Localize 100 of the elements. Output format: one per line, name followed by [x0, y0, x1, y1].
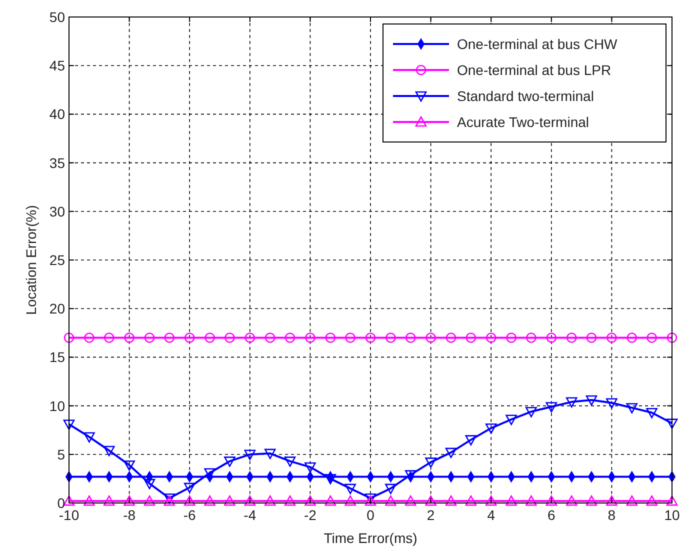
point [566, 397, 578, 408]
point [264, 448, 276, 460]
point [244, 450, 256, 460]
point [284, 495, 296, 506]
x-tick-label: 6 [548, 507, 556, 523]
point [506, 495, 517, 506]
x-tick-label: -6 [183, 507, 196, 523]
point [104, 332, 114, 343]
point [284, 456, 296, 467]
y-tick-label: 5 [57, 446, 66, 462]
point [144, 495, 156, 506]
point [426, 332, 436, 343]
point [344, 495, 356, 506]
point [84, 432, 95, 443]
point [566, 332, 577, 343]
point [284, 332, 296, 343]
point [144, 332, 155, 343]
point [566, 495, 578, 506]
point [666, 418, 678, 429]
point [646, 332, 657, 343]
point [626, 495, 638, 506]
point [386, 332, 396, 343]
point [224, 495, 236, 506]
point [425, 458, 436, 468]
point [405, 332, 416, 343]
point [84, 332, 94, 343]
point [304, 495, 316, 506]
point [465, 495, 477, 506]
point [506, 332, 516, 343]
y-tick-label: 45 [49, 58, 66, 74]
point [324, 474, 336, 484]
point [204, 332, 215, 343]
point [506, 414, 517, 426]
x-tick-label: 4 [487, 507, 496, 523]
point [344, 484, 356, 494]
legend-label: One-terminal at bus CHW [457, 36, 618, 52]
point [63, 420, 75, 430]
point [124, 460, 135, 471]
point [666, 495, 678, 506]
point [586, 495, 598, 506]
point [103, 495, 115, 506]
point [485, 424, 497, 434]
point [63, 495, 75, 506]
point [646, 408, 658, 418]
y-tick-label: 15 [49, 349, 66, 366]
x-tick-label: -8 [123, 507, 136, 523]
point [304, 462, 316, 473]
point [264, 495, 276, 506]
point [626, 403, 638, 414]
x-axis-title: Time Error(ms) [324, 530, 418, 546]
y-tick-label: 20 [49, 300, 66, 317]
point [404, 495, 416, 506]
point [666, 332, 678, 343]
point [124, 332, 134, 343]
point [546, 495, 558, 506]
point [446, 332, 456, 343]
legend-label: Standard two-terminal [457, 88, 594, 104]
point [606, 332, 617, 343]
point [184, 482, 196, 494]
point [144, 478, 156, 490]
point [325, 332, 336, 343]
point [204, 495, 216, 506]
point [385, 495, 396, 506]
point [84, 495, 95, 506]
y-tick-label: 50 [49, 9, 66, 25]
point [606, 398, 618, 409]
x-tick-label: 10 [664, 507, 680, 523]
y-tick-label: 35 [49, 154, 66, 171]
point [224, 456, 236, 467]
point [526, 332, 536, 343]
point [264, 332, 276, 343]
x-tick-label: 2 [426, 507, 435, 523]
point [586, 332, 597, 343]
legend-label: Acurate Two-terminal [457, 114, 590, 130]
y-tick-label: 25 [49, 252, 66, 268]
point [546, 402, 558, 412]
y-tick-label: 30 [49, 203, 66, 220]
point [224, 332, 235, 343]
point [103, 446, 115, 456]
point [244, 332, 256, 343]
point [164, 332, 175, 343]
point [244, 495, 256, 506]
point [485, 495, 497, 506]
point [324, 495, 336, 506]
point [124, 495, 135, 506]
point [646, 495, 658, 506]
point [526, 406, 537, 418]
point [184, 332, 195, 343]
point [345, 332, 356, 343]
point [445, 495, 457, 506]
point [526, 495, 537, 506]
x-tick-label: -2 [304, 507, 317, 523]
point [305, 332, 316, 343]
point [606, 495, 618, 506]
point [486, 332, 496, 343]
point [184, 495, 196, 506]
y-axis-title: Location Error(%) [23, 205, 39, 315]
point [64, 332, 74, 343]
point [365, 332, 376, 343]
point [385, 484, 396, 494]
